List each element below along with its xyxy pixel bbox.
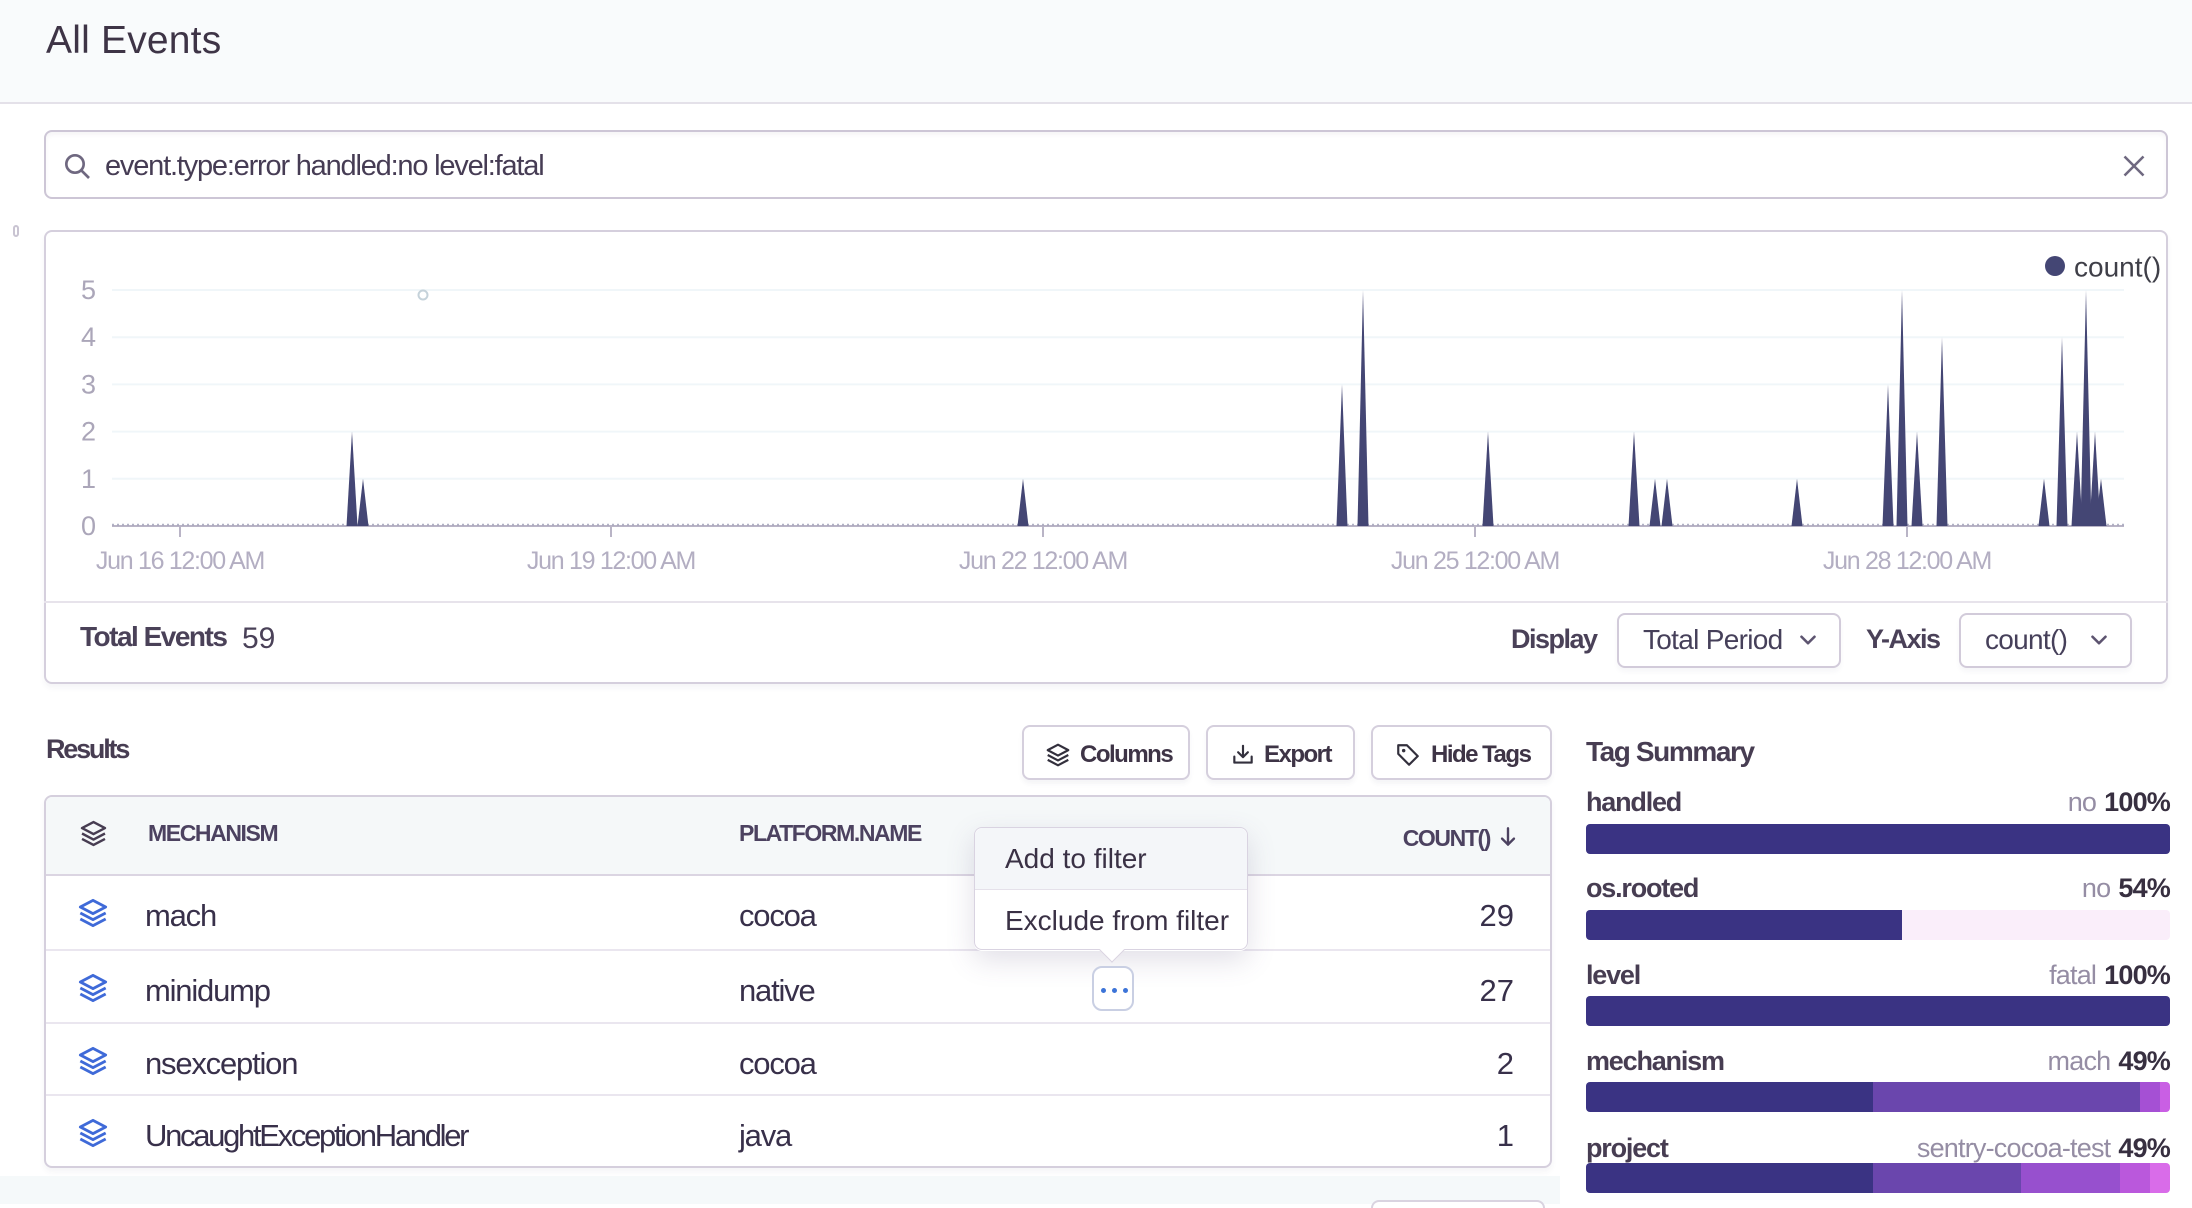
svg-text:1: 1: [81, 464, 96, 494]
svg-text:Jun 19 12:00 AM: Jun 19 12:00 AM: [527, 547, 695, 575]
svg-text:5: 5: [81, 275, 96, 305]
svg-text:3: 3: [81, 369, 96, 399]
svg-text:4: 4: [81, 322, 96, 352]
svg-text:Jun 25 12:00 AM: Jun 25 12:00 AM: [1391, 547, 1559, 575]
svg-text:Jun 22 12:00 AM: Jun 22 12:00 AM: [959, 547, 1127, 575]
svg-text:count(): count(): [2074, 252, 2161, 283]
svg-text:Jun 16 12:00 AM: Jun 16 12:00 AM: [96, 547, 264, 575]
svg-text:0: 0: [81, 511, 96, 541]
svg-text:2: 2: [81, 417, 96, 447]
svg-text:Jun 28 12:00 AM: Jun 28 12:00 AM: [1823, 547, 1991, 575]
